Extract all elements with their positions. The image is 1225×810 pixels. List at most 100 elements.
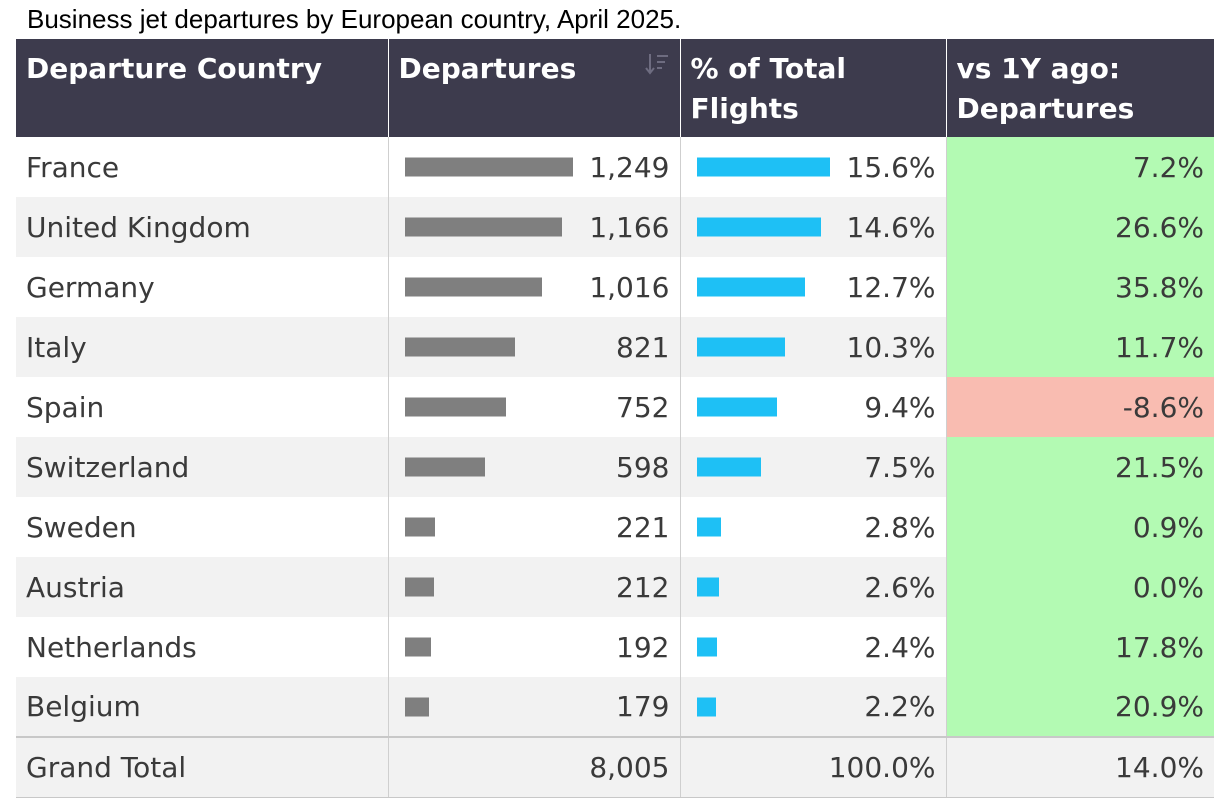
departures-cell: 598 — [388, 437, 681, 497]
yoy-cell: -8.6% — [946, 377, 1214, 437]
country-cell: Sweden — [16, 497, 389, 557]
pct-total-cell: 2.6% — [680, 557, 947, 617]
table-row[interactable]: Italy 821 10.3% 11.7% — [16, 317, 1214, 377]
yoy-cell: 0.0% — [946, 557, 1214, 617]
country-cell: Netherlands — [16, 617, 389, 677]
departures-value: 1,249 — [589, 150, 670, 184]
pct-total-cell: 7.5% — [680, 437, 947, 497]
pct-total-value: 7.5% — [864, 450, 936, 484]
sort-descending-icon[interactable] — [644, 51, 670, 77]
departures-cell: 1,249 — [388, 137, 681, 197]
table-body: France 1,249 15.6% 7.2% United Kingdom 1,166 1… — [16, 137, 1214, 737]
pct-total-value: 12.7% — [846, 270, 936, 304]
departures-bar — [404, 577, 434, 597]
pct-total-bar — [696, 157, 830, 177]
pct-total-bar — [696, 517, 721, 537]
country-cell: Spain — [16, 377, 389, 437]
column-header-yoy[interactable]: vs 1Y ago: Departures — [946, 39, 1214, 137]
pct-total-bar — [696, 637, 717, 657]
departures-value: 192 — [616, 630, 670, 664]
pct-total-value: 15.6% — [846, 150, 936, 184]
yoy-cell: 11.7% — [946, 317, 1214, 377]
column-header-pct-total[interactable]: % of Total Flights — [680, 39, 947, 137]
departures-bar — [404, 157, 573, 177]
country-cell: Italy — [16, 317, 389, 377]
pct-total-cell: 2.4% — [680, 617, 947, 677]
departures-bar — [404, 457, 485, 477]
yoy-cell: 7.2% — [946, 137, 1214, 197]
yoy-cell: 26.6% — [946, 197, 1214, 257]
departures-cell: 179 — [388, 677, 681, 737]
grand-total-pct: 100.0% — [680, 736, 947, 798]
table-row[interactable]: Netherlands 192 2.4% 17.8% — [16, 617, 1214, 677]
pct-total-bar — [696, 277, 805, 297]
departures-bar — [404, 217, 562, 237]
table-row[interactable]: Germany 1,016 12.7% 35.8% — [16, 257, 1214, 317]
pct-total-bar — [696, 457, 761, 477]
departures-cell: 1,166 — [388, 197, 681, 257]
column-header-departures-label: Departures — [398, 52, 577, 85]
pct-total-cell: 14.6% — [680, 197, 947, 257]
pct-total-bar — [696, 577, 719, 597]
departures-cell: 221 — [388, 497, 681, 557]
departures-table: Departure Country Departures % of Total … — [16, 39, 1214, 798]
yoy-cell: 17.8% — [946, 617, 1214, 677]
country-cell: France — [16, 137, 389, 197]
pct-total-value: 10.3% — [846, 330, 936, 364]
pct-total-bar — [696, 397, 777, 417]
yoy-cell: 35.8% — [946, 257, 1214, 317]
table-row[interactable]: France 1,249 15.6% 7.2% — [16, 137, 1214, 197]
table-row[interactable]: United Kingdom 1,166 14.6% 26.6% — [16, 197, 1214, 257]
header-row: Departure Country Departures % of Total … — [16, 39, 1214, 137]
departures-value: 1,016 — [589, 270, 670, 304]
table-row[interactable]: Sweden 221 2.8% 0.9% — [16, 497, 1214, 557]
pct-total-value: 2.4% — [864, 630, 936, 664]
grand-total-label: Grand Total — [16, 736, 389, 798]
column-header-departures[interactable]: Departures — [388, 39, 681, 137]
departures-bar — [404, 337, 515, 357]
grand-total-yoy: 14.0% — [946, 736, 1214, 798]
departures-bar — [404, 517, 435, 537]
pct-total-cell: 12.7% — [680, 257, 947, 317]
departures-bar — [404, 277, 542, 297]
departures-cell: 1,016 — [388, 257, 681, 317]
pct-total-cell: 9.4% — [680, 377, 947, 437]
pct-total-cell: 2.2% — [680, 677, 947, 737]
table-row[interactable]: Switzerland 598 7.5% 21.5% — [16, 437, 1214, 497]
departures-bar — [404, 397, 506, 417]
departures-cell: 192 — [388, 617, 681, 677]
country-cell: United Kingdom — [16, 197, 389, 257]
pct-total-value: 9.4% — [864, 390, 936, 424]
departures-value: 752 — [616, 390, 670, 424]
table-caption: Business jet departures by European coun… — [27, 4, 682, 34]
departures-value: 179 — [616, 690, 670, 723]
departures-bar — [404, 637, 431, 657]
column-header-country[interactable]: Departure Country — [16, 39, 389, 137]
pct-total-cell: 2.8% — [680, 497, 947, 557]
departures-value: 598 — [616, 450, 670, 484]
country-cell: Austria — [16, 557, 389, 617]
pct-total-value: 2.2% — [864, 690, 936, 723]
departures-value: 212 — [616, 570, 670, 604]
table-row[interactable]: Spain 752 9.4% -8.6% — [16, 377, 1214, 437]
departures-cell: 212 — [388, 557, 681, 617]
yoy-cell: 21.5% — [946, 437, 1214, 497]
country-cell: Germany — [16, 257, 389, 317]
departures-bar — [404, 697, 429, 716]
country-cell: Belgium — [16, 677, 389, 737]
pct-total-bar — [696, 217, 821, 237]
pct-total-value: 14.6% — [846, 210, 936, 244]
yoy-cell: 0.9% — [946, 497, 1214, 557]
departures-value: 221 — [616, 510, 670, 544]
departures-value: 821 — [616, 330, 670, 364]
pct-total-bar — [696, 337, 785, 357]
table-row[interactable]: Austria 212 2.6% 0.0% — [16, 557, 1214, 617]
grand-total-departures: 8,005 — [388, 736, 681, 798]
pct-total-value: 2.8% — [864, 510, 936, 544]
pct-total-bar — [696, 697, 716, 716]
departures-value: 1,166 — [589, 210, 670, 244]
yoy-cell: 20.9% — [946, 677, 1214, 737]
table-row[interactable]: Belgium 179 2.2% 20.9% — [16, 677, 1214, 737]
pct-total-value: 2.6% — [864, 570, 936, 604]
departures-cell: 821 — [388, 317, 681, 377]
